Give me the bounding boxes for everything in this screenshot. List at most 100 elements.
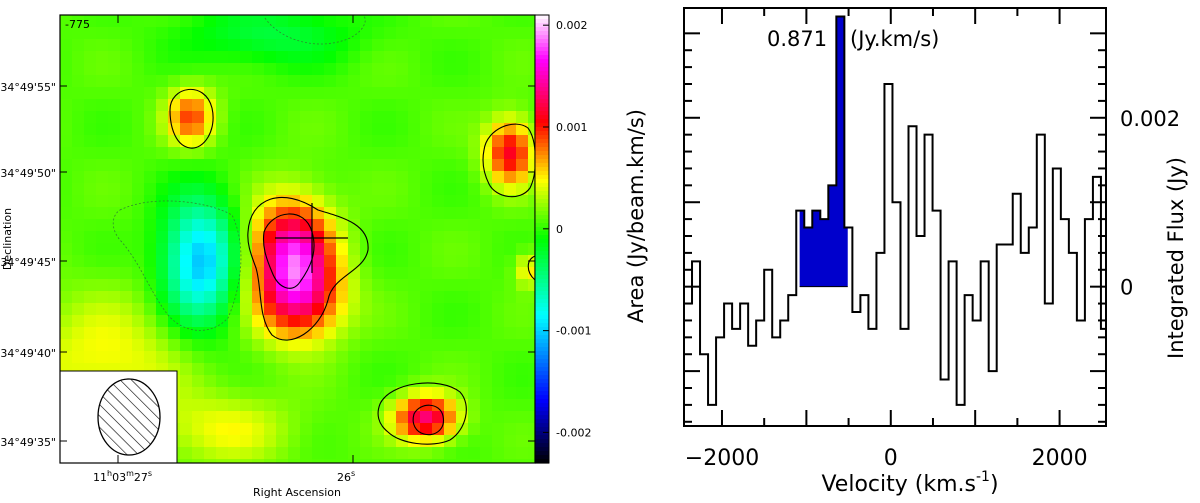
- map-pixel: [420, 159, 433, 172]
- map-pixel: [468, 123, 481, 136]
- map-pixel: [480, 387, 493, 400]
- map-pixel: [516, 39, 529, 52]
- map-pixel: [444, 123, 457, 136]
- map-pixel: [372, 195, 385, 208]
- map-pixel: [216, 303, 229, 316]
- map-pixel: [72, 171, 85, 184]
- map-pixel: [228, 303, 241, 316]
- map-pixel: [324, 135, 337, 148]
- map-pixel: [456, 375, 469, 388]
- map-pixel: [288, 303, 301, 316]
- colorbar-step: [535, 331, 549, 336]
- map-pixel: [360, 243, 373, 256]
- map-pixel: [276, 231, 289, 244]
- map-pixel: [108, 87, 121, 100]
- map-pixel: [96, 87, 109, 100]
- map-pixel: [444, 411, 457, 424]
- map-pixel: [300, 423, 313, 436]
- colorbar-step: [535, 127, 549, 132]
- map-pixel: [108, 327, 121, 340]
- map-pixel: [324, 183, 337, 196]
- map-pixel: [456, 231, 469, 244]
- map-pixel: [132, 75, 145, 88]
- map-pixel: [324, 399, 337, 412]
- map-pixel: [360, 39, 373, 52]
- map-pixel: [384, 303, 397, 316]
- map-pixel: [468, 39, 481, 52]
- map-pixel: [432, 27, 445, 40]
- map-pixel: [228, 111, 241, 124]
- map-pixel: [492, 159, 505, 172]
- map-pixel: [432, 15, 445, 28]
- map-pixel: [120, 195, 133, 208]
- map-pixel: [408, 363, 421, 376]
- map-pixel: [384, 39, 397, 52]
- map-pixel: [252, 195, 265, 208]
- map-pixel: [120, 147, 133, 160]
- map-pixel: [372, 243, 385, 256]
- map-pixel: [384, 291, 397, 304]
- map-pixel: [168, 159, 181, 172]
- map-pixel: [156, 159, 169, 172]
- map-pixel: [216, 375, 229, 388]
- map-pixel: [180, 279, 193, 292]
- map-pixel: [396, 327, 409, 340]
- map-pixel: [216, 447, 229, 460]
- map-pixel: [468, 111, 481, 124]
- colorbar-step: [535, 291, 549, 296]
- map-pixel: [192, 123, 205, 136]
- map-pixel: [360, 351, 373, 364]
- map-pixel: [132, 123, 145, 136]
- map-pixel: [264, 51, 277, 64]
- map-pixel: [360, 291, 373, 304]
- map-pixel: [420, 231, 433, 244]
- map-pixel: [312, 375, 325, 388]
- map-pixel: [192, 39, 205, 52]
- map-pixel: [348, 39, 361, 52]
- map-pixel: [492, 51, 505, 64]
- map-pixel: [144, 39, 157, 52]
- map-pixel: [144, 75, 157, 88]
- map-pixel: [324, 159, 337, 172]
- contour-source-inner: [262, 213, 315, 289]
- map-pixel: [108, 171, 121, 184]
- map-pixel: [60, 135, 73, 148]
- map-pixel: [240, 459, 253, 463]
- map-pixel: [228, 123, 241, 136]
- map-pixel: [168, 267, 181, 280]
- map-pixel: [528, 339, 535, 352]
- map-pixel: [336, 159, 349, 172]
- map-pixel: [264, 303, 277, 316]
- map-pixel: [432, 135, 445, 148]
- map-pixel: [420, 339, 433, 352]
- map-pixel: [468, 399, 481, 412]
- map-pixel: [456, 63, 469, 76]
- map-pixel: [360, 303, 373, 316]
- map-pixel: [60, 159, 73, 172]
- map-pixel: [408, 63, 421, 76]
- map-pixel: [168, 135, 181, 148]
- map-pixel: [360, 15, 373, 28]
- map-pixel: [84, 351, 97, 364]
- map-pixel: [120, 63, 133, 76]
- map-pixel: [348, 447, 361, 460]
- colorbar-step: [535, 231, 549, 236]
- map-pixel: [204, 243, 217, 256]
- map-corner-label: -775: [65, 18, 90, 31]
- map-pixel: [348, 51, 361, 64]
- map-pixel: [444, 183, 457, 196]
- map-pixel: [216, 255, 229, 268]
- map-pixel: [372, 51, 385, 64]
- map-pixel: [192, 399, 205, 412]
- map-pixel: [396, 39, 409, 52]
- colorbar-step: [535, 227, 549, 232]
- spectrum-left-axis-label: Area (Jy/beam.km/s): [624, 109, 648, 323]
- map-pixel: [408, 39, 421, 52]
- map-pixel: [444, 459, 457, 463]
- map-pixel: [528, 63, 535, 76]
- map-pixel: [264, 399, 277, 412]
- map-pixel: [132, 159, 145, 172]
- map-pixel: [120, 267, 133, 280]
- map-pixel: [504, 351, 517, 364]
- map-pixel: [348, 327, 361, 340]
